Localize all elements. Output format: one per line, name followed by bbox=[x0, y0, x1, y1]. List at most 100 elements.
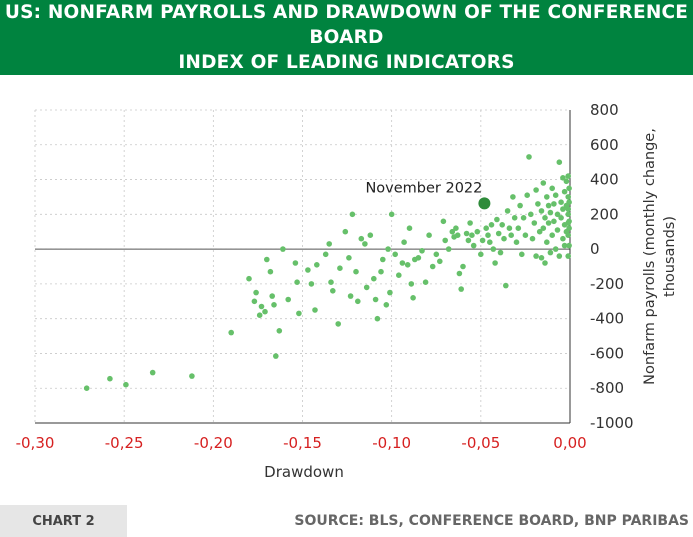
data-point bbox=[465, 237, 472, 244]
data-point bbox=[429, 263, 436, 270]
data-point bbox=[264, 256, 270, 263]
data-point bbox=[454, 232, 461, 238]
data-point bbox=[410, 295, 416, 301]
data-point bbox=[458, 286, 465, 292]
x-tick-label: -0,15 bbox=[283, 434, 322, 452]
data-point bbox=[380, 256, 386, 263]
data-point bbox=[504, 208, 511, 214]
data-point bbox=[374, 315, 381, 322]
data-point bbox=[549, 232, 555, 238]
data-point bbox=[566, 242, 572, 249]
data-point bbox=[515, 225, 522, 231]
data-point bbox=[563, 178, 570, 185]
data-point bbox=[404, 262, 411, 268]
chart-number-badge: CHART 2 bbox=[0, 505, 127, 537]
data-point bbox=[565, 253, 571, 259]
data-point bbox=[388, 211, 395, 218]
data-point bbox=[107, 375, 113, 382]
data-point bbox=[566, 185, 572, 192]
data-point bbox=[445, 246, 452, 252]
data-point bbox=[296, 310, 302, 317]
x-tick-label: 0,00 bbox=[553, 434, 586, 452]
data-point bbox=[378, 268, 384, 275]
data-point bbox=[547, 209, 554, 216]
data-point bbox=[383, 302, 390, 308]
data-point bbox=[228, 329, 234, 336]
data-point bbox=[497, 249, 504, 256]
data-point bbox=[478, 251, 484, 258]
data-point bbox=[280, 246, 286, 252]
data-point bbox=[506, 225, 513, 231]
data-point bbox=[542, 215, 548, 221]
data-point bbox=[556, 159, 563, 165]
data-point bbox=[189, 373, 195, 379]
data-point bbox=[485, 232, 491, 238]
x-tick-label: -0,25 bbox=[105, 434, 144, 452]
data-point bbox=[342, 228, 349, 235]
data-point bbox=[566, 218, 572, 225]
data-point bbox=[542, 260, 548, 266]
data-point bbox=[561, 242, 568, 249]
data-point bbox=[533, 253, 539, 259]
data-point bbox=[363, 284, 370, 291]
data-point bbox=[528, 211, 534, 218]
data-point bbox=[565, 173, 571, 179]
data-point bbox=[385, 246, 391, 252]
data-point bbox=[433, 251, 440, 258]
y-tick-label: 600 bbox=[590, 136, 619, 154]
data-point bbox=[545, 202, 552, 209]
data-point bbox=[522, 232, 529, 238]
data-point bbox=[520, 215, 527, 221]
chart-title-banner: US: NONFARM PAYROLLS AND DRAWDOWN OF THE… bbox=[0, 0, 693, 75]
y-tick-label: -800 bbox=[590, 379, 624, 397]
data-point bbox=[536, 228, 543, 235]
data-point bbox=[419, 248, 425, 254]
data-point bbox=[540, 180, 547, 186]
data-point bbox=[469, 232, 475, 238]
data-points bbox=[83, 154, 572, 392]
x-tick-label: -0,20 bbox=[194, 434, 233, 452]
data-point bbox=[526, 154, 532, 160]
y-tick-label: -400 bbox=[590, 310, 624, 328]
y-tick-label: 0 bbox=[590, 240, 600, 258]
data-point bbox=[312, 307, 318, 313]
y-axis-title-line-2: thousands) bbox=[662, 216, 678, 297]
data-point bbox=[501, 235, 507, 242]
data-point bbox=[499, 222, 506, 228]
chart-footer: CHART 2 SOURCE: BLS, CONFERENCE BOARD, B… bbox=[0, 505, 693, 537]
data-point bbox=[565, 194, 571, 200]
data-point bbox=[560, 206, 566, 212]
data-point bbox=[294, 279, 300, 285]
data-point bbox=[372, 296, 379, 303]
data-point bbox=[269, 293, 276, 299]
data-point bbox=[371, 275, 377, 282]
data-point bbox=[440, 218, 447, 225]
data-point bbox=[566, 225, 572, 231]
data-point bbox=[442, 237, 449, 244]
data-point bbox=[488, 222, 495, 228]
data-point bbox=[551, 218, 557, 225]
y-axis-title-line-1: Nonfarm payrolls (monthly change, bbox=[642, 128, 658, 385]
x-tick-label: -0,05 bbox=[461, 434, 500, 452]
x-tick-label: -0,30 bbox=[16, 434, 55, 452]
y-tick-label: 400 bbox=[590, 171, 619, 189]
scatter-chart: -0,30 -0,25 -0,20 -0,15 -0,10 -0,05 0,00 800 600… bbox=[16, 101, 678, 481]
data-point bbox=[470, 242, 477, 249]
x-axis-title: Drawdown bbox=[264, 463, 344, 481]
data-point bbox=[285, 296, 292, 303]
y-tick-label: -200 bbox=[590, 275, 624, 293]
data-point bbox=[292, 260, 299, 266]
data-point bbox=[460, 263, 466, 270]
data-point bbox=[554, 227, 561, 233]
data-point bbox=[552, 246, 559, 252]
data-point bbox=[538, 255, 545, 261]
data-point bbox=[503, 282, 509, 289]
data-point bbox=[362, 241, 368, 247]
data-point bbox=[396, 272, 402, 278]
data-point bbox=[560, 175, 566, 181]
data-point bbox=[392, 251, 399, 258]
highlight-point bbox=[478, 197, 491, 210]
data-point bbox=[529, 235, 536, 242]
data-point bbox=[415, 255, 422, 261]
y-axis-title: Nonfarm payrolls (monthly change, thousan… bbox=[642, 128, 678, 385]
